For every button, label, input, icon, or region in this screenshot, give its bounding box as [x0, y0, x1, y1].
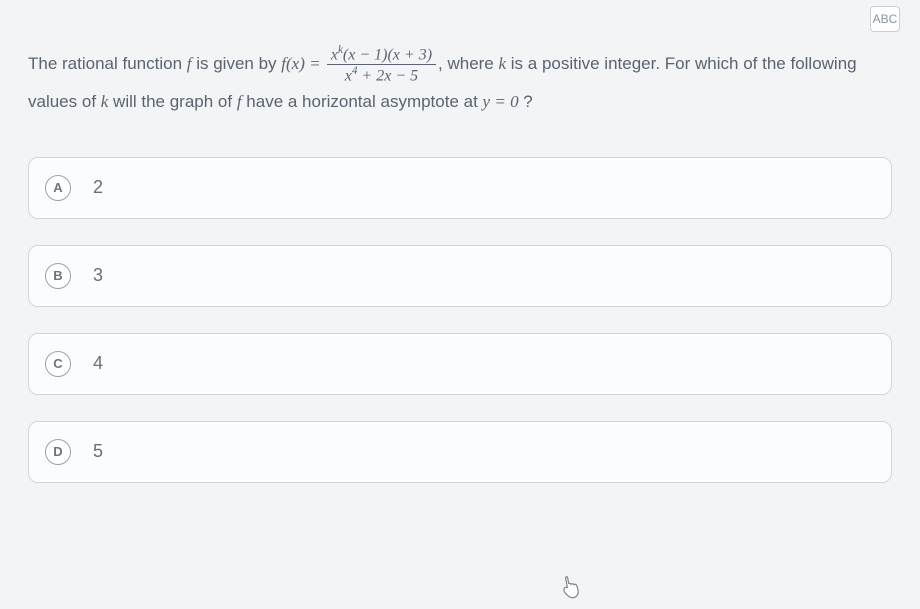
question-part: The rational function [28, 54, 187, 73]
math-fraction: xk(x − 1)(x + 3)x4 + 2x − 5 [327, 44, 436, 85]
option-c[interactable]: C 4 [28, 333, 892, 395]
option-letter: C [45, 351, 71, 377]
math-fx-lhs: f(x) = [281, 54, 325, 73]
option-letter: B [45, 263, 71, 289]
question-text: The rational function f is given by f(x)… [28, 44, 892, 119]
fraction-numerator: xk(x − 1)(x + 3) [327, 44, 436, 64]
spellcheck-icon[interactable]: ABC [870, 6, 900, 32]
option-letter: D [45, 439, 71, 465]
option-value: 5 [93, 441, 103, 462]
math-k: k [499, 54, 507, 73]
quiz-page: ABC The rational function f is given by … [0, 0, 920, 609]
pointer-cursor-icon [557, 573, 584, 608]
answer-options: A 2 B 3 C 4 D 5 [28, 157, 892, 483]
question-part: have a horizontal asymptote at [242, 92, 483, 111]
question-part: is given by [192, 54, 282, 73]
option-value: 3 [93, 265, 103, 286]
option-value: 4 [93, 353, 103, 374]
question-part: will the graph of [108, 92, 237, 111]
question-part: ? [519, 92, 533, 111]
option-d[interactable]: D 5 [28, 421, 892, 483]
math-y-eq: y = 0 [483, 92, 519, 111]
toolbar: ABC [870, 6, 900, 32]
option-a[interactable]: A 2 [28, 157, 892, 219]
fraction-denominator: x4 + 2x − 5 [327, 64, 436, 85]
question-part: , where [438, 54, 498, 73]
option-b[interactable]: B 3 [28, 245, 892, 307]
option-letter: A [45, 175, 71, 201]
option-value: 2 [93, 177, 103, 198]
